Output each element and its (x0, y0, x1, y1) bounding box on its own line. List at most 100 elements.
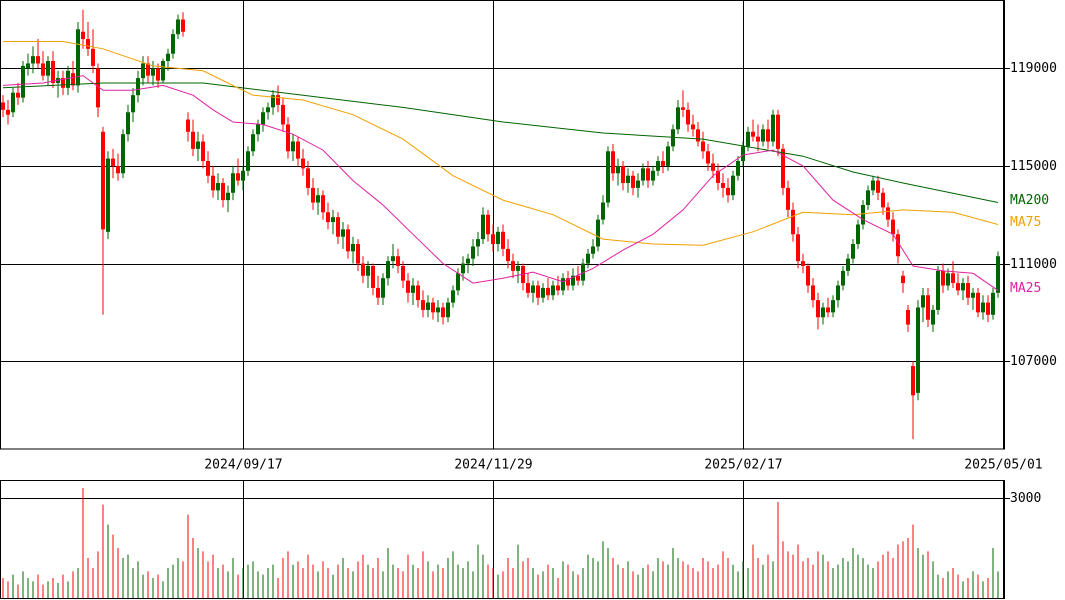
candle-body (746, 131, 750, 147)
candle-body (646, 168, 650, 181)
candle-body (46, 61, 50, 76)
candle-body (271, 95, 275, 108)
candle-body (351, 244, 355, 252)
candle-body (121, 134, 125, 174)
candle-body (456, 273, 460, 291)
candle-body (551, 285, 555, 296)
candle-body (701, 141, 705, 152)
candle-body (581, 263, 585, 281)
candle-body (261, 112, 265, 125)
candle-body (626, 175, 630, 184)
candle-body (386, 261, 390, 279)
candle-body (266, 107, 270, 113)
candle-body (881, 192, 885, 208)
candle-body (451, 290, 455, 303)
candle-body (546, 287, 550, 296)
candle-body (681, 107, 685, 110)
candle-body (76, 29, 80, 86)
candle-body (611, 151, 615, 174)
candle-body (111, 158, 115, 166)
candle-body (26, 63, 30, 69)
candle-body (311, 187, 315, 203)
candle-body (301, 158, 305, 169)
candle-body (156, 68, 160, 81)
candle-body (966, 283, 970, 298)
candle-body (406, 280, 410, 293)
candle-body (716, 170, 720, 184)
candle-body (106, 158, 110, 232)
candle-body (461, 263, 465, 274)
candle-body (86, 39, 90, 49)
candle-body (166, 53, 170, 62)
candle-body (391, 256, 395, 262)
candle-body (586, 253, 590, 264)
candle-body (836, 285, 840, 301)
candle-body (676, 107, 680, 130)
candle-body (381, 278, 385, 298)
candle-body (936, 270, 940, 310)
candle-body (11, 92, 15, 113)
candle-body (421, 300, 425, 310)
candle-body (916, 307, 920, 393)
candle-body (241, 170, 245, 181)
candle-body (361, 263, 365, 276)
candle-body (771, 114, 775, 142)
candle-body (136, 78, 140, 96)
candle-body (486, 214, 490, 235)
candle-body (756, 136, 760, 142)
candle-body (761, 129, 765, 142)
candle-body (831, 300, 835, 313)
candle-body (896, 234, 900, 257)
y-tick-label: 115000 (1010, 159, 1057, 174)
candle-body (566, 278, 570, 286)
candle-body (176, 19, 180, 35)
candle-body (131, 95, 135, 113)
candle-body (841, 270, 845, 286)
price-frame (0, 0, 1005, 450)
candle-body (221, 183, 225, 201)
candle-body (236, 173, 240, 181)
candle-body (66, 70, 70, 88)
candle-body (706, 151, 710, 164)
candle-body (251, 134, 255, 152)
candle-body (561, 278, 565, 291)
candle-body (621, 165, 625, 184)
candle-body (411, 285, 415, 293)
candle-body (376, 287, 380, 298)
candle-body (126, 112, 130, 135)
candle-body (426, 302, 430, 310)
candle-body (691, 124, 695, 130)
candle-body (171, 34, 175, 54)
candle-body (766, 129, 770, 142)
candle-body (146, 63, 150, 76)
candle-body (906, 309, 910, 325)
candle-body (321, 195, 325, 213)
candle-body (396, 256, 400, 266)
candle-body (256, 124, 260, 135)
candle-body (206, 161, 210, 176)
y-tick-label: 119000 (1010, 61, 1057, 76)
candle-body (1, 102, 5, 110)
candle-body (856, 224, 860, 245)
candle-body (786, 187, 790, 210)
candle-body (501, 231, 505, 249)
candle-body (481, 214, 485, 240)
candle-body (576, 275, 580, 281)
ma-line (3, 41, 999, 246)
candle-body (491, 234, 495, 245)
candle-body (781, 148, 785, 188)
candle-body (751, 131, 755, 137)
candle-body (956, 283, 960, 291)
candle-body (436, 307, 440, 313)
candle-body (226, 192, 230, 201)
legend-label: MA25 (1010, 281, 1041, 296)
candle-body (356, 244, 360, 264)
candle-body (296, 141, 300, 159)
candle-body (471, 246, 475, 259)
candle-body (791, 209, 795, 235)
candle-body (511, 261, 515, 271)
candle-body (431, 302, 435, 313)
candle-body (591, 246, 595, 254)
candle-body (306, 168, 310, 188)
